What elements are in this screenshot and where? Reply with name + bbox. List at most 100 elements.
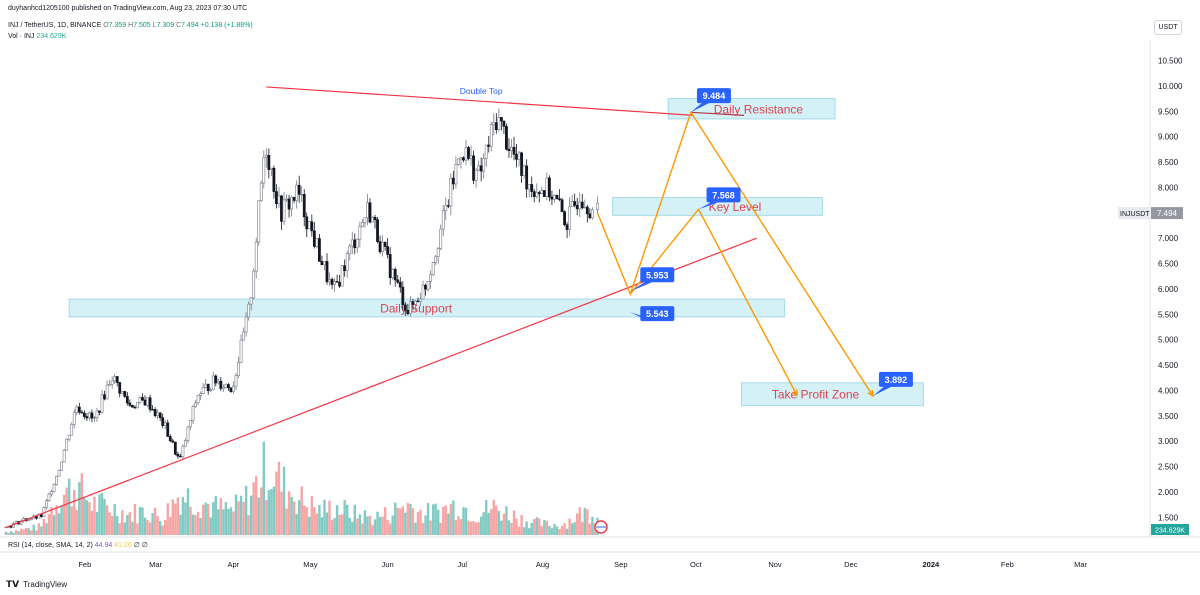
candle-body [275,191,278,205]
candle-body [98,410,101,413]
candle-body [338,281,342,287]
candle-body [492,122,496,125]
volume-bar [297,500,301,535]
volume-bar [47,514,51,535]
volume-bar [73,490,76,535]
volume-bar [578,507,581,535]
volume-bar [209,517,212,535]
candle-body [350,239,354,247]
volume-bar [303,505,306,535]
rsi-label[interactable]: RSI (14, close, SMA, 14, 2) [8,542,93,549]
volume-bar [553,523,556,535]
volume-bar [492,499,496,535]
volume-bar [305,507,308,535]
candle-body [95,410,99,418]
volume-bar [517,526,521,535]
volume-value: 234.629K [36,33,67,40]
volume-bar [227,508,230,535]
candle-body [431,262,435,275]
volume-bar [249,495,253,535]
candle-body [403,304,407,311]
trendline-ascending-support [5,237,757,529]
volume-bar [399,508,402,535]
volume-bar [477,522,480,535]
candle-body [70,424,74,436]
candle-body [302,193,306,218]
candle-body [115,376,119,383]
volume-bar [138,506,142,535]
price-callout-box [696,88,731,104]
volume-bar [586,509,589,535]
symbol-ohlc-line: INJ / TetherUS, 1D, BINANCE O7.359 H7.50… [8,22,253,29]
y-tick-label: 6.500 [1158,260,1179,269]
candle-body [348,245,352,254]
volume-bar [558,529,561,535]
candle-body [82,412,86,417]
volume-bar [224,502,228,535]
volume-label[interactable]: Vol · INJ [8,33,35,40]
x-tick-label: Dec [844,560,858,569]
volume-bar [449,504,453,535]
volume-bar [201,504,205,535]
y-tick-label: 5.500 [1158,310,1179,319]
candle-body [201,387,205,394]
candle-body [229,387,233,392]
candle-body [439,228,443,249]
candle-body [499,117,503,122]
candle-body [123,391,127,397]
candle-body [436,248,440,257]
volume-bar [22,529,25,535]
candle-body [181,445,185,458]
candle-body [434,256,438,263]
volume-bar [110,516,114,535]
volume-bar [583,507,586,535]
volume-bar [555,526,559,535]
candle-body [168,436,172,442]
candle-body [575,205,579,210]
volume-bar [78,482,81,535]
price-callout-label: 7.568 [712,190,735,200]
candle-body [224,384,228,388]
candle-body [527,184,531,190]
candle-body [196,395,200,404]
volume-bar [358,514,362,535]
volume-bar [189,506,192,535]
volume-bar [272,486,276,535]
resistance-connector [690,111,745,116]
volume-bar [429,520,432,535]
volume-bar [495,505,498,535]
candle-body [515,153,518,160]
volume-bar [333,518,336,535]
candle-body [9,526,13,528]
candle-body [469,155,473,159]
volume-bar [576,513,579,535]
candle-body [206,383,210,392]
candle-body [545,177,549,197]
candle-body [90,412,94,419]
candle-body [128,402,132,406]
currency-badge[interactable]: USDT [1154,20,1182,35]
candle-body [310,221,314,232]
candle-body [487,144,491,147]
symbol-label[interactable]: INJ / TetherUS, 1D, BINANCE [8,22,102,29]
candle-body [398,281,402,288]
volume-bar [320,517,324,535]
volume-bar [396,507,399,535]
volume-bar [141,507,144,535]
volume-bar [340,514,344,535]
tradingview-logo-text[interactable]: TradingView [23,580,68,589]
candle-body [474,169,478,181]
volume-bar [156,515,159,535]
volume-bar [214,496,217,535]
volume-bar [330,519,334,535]
candle-body [558,198,561,201]
candle-body [441,210,445,230]
candle-body [244,316,248,333]
candle-body [100,394,104,413]
price-callout-box [878,371,913,387]
candle-body [254,241,258,272]
candle-body [300,193,304,196]
volume-bar [116,516,119,535]
candle-body [353,239,357,249]
